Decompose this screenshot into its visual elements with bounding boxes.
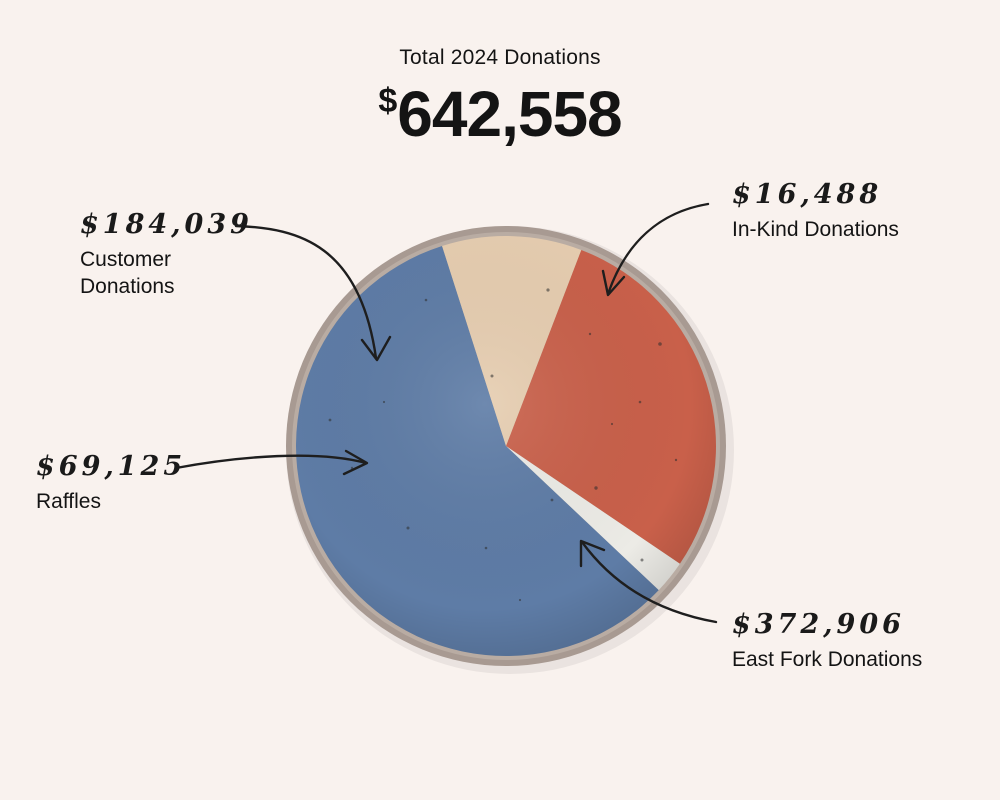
amount-raffles: $69,125 — [36, 451, 187, 482]
label-in-kind-donations: $16,488 In-Kind Donations — [732, 180, 899, 243]
amount-east-fork-donations: $372,906 — [732, 609, 905, 640]
arrow-eastfork — [579, 539, 718, 624]
speckles — [328, 288, 678, 602]
label-customer-donations: $184,039 Customer Donations — [80, 210, 253, 300]
amount-in-kind-donations: $16,488 — [732, 179, 883, 210]
total-amount: $642,558 — [0, 64, 1000, 151]
arrow-customer — [234, 224, 392, 362]
plate-shading — [296, 236, 716, 656]
name-customer-donations: Customer Donations — [80, 248, 175, 298]
label-raffles: $69,125 Raffles — [36, 452, 186, 515]
chart-subtitle: Total 2024 Donations — [399, 46, 601, 69]
total-value: 642,558 — [397, 78, 622, 150]
name-raffles: Raffles — [36, 490, 101, 513]
label-east-fork-donations: $372,906 East Fork Donations — [732, 610, 922, 673]
amount-customer-donations: $184,039 — [80, 209, 253, 240]
arrow-raffles — [174, 449, 369, 476]
name-east-fork-donations: East Fork Donations — [732, 648, 923, 671]
arrow-inkind — [601, 202, 710, 297]
currency-symbol: $ — [378, 82, 397, 120]
name-in-kind-donations: In-Kind Donations — [732, 218, 899, 241]
